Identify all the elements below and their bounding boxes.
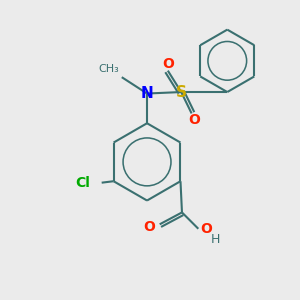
Text: N: N [141, 86, 153, 101]
Text: H: H [211, 233, 220, 246]
Text: O: O [162, 57, 174, 71]
Text: O: O [189, 113, 200, 127]
Text: S: S [176, 85, 187, 100]
Text: O: O [200, 222, 212, 236]
Text: Cl: Cl [75, 176, 90, 190]
Text: O: O [143, 220, 155, 234]
Text: CH₃: CH₃ [98, 64, 119, 74]
